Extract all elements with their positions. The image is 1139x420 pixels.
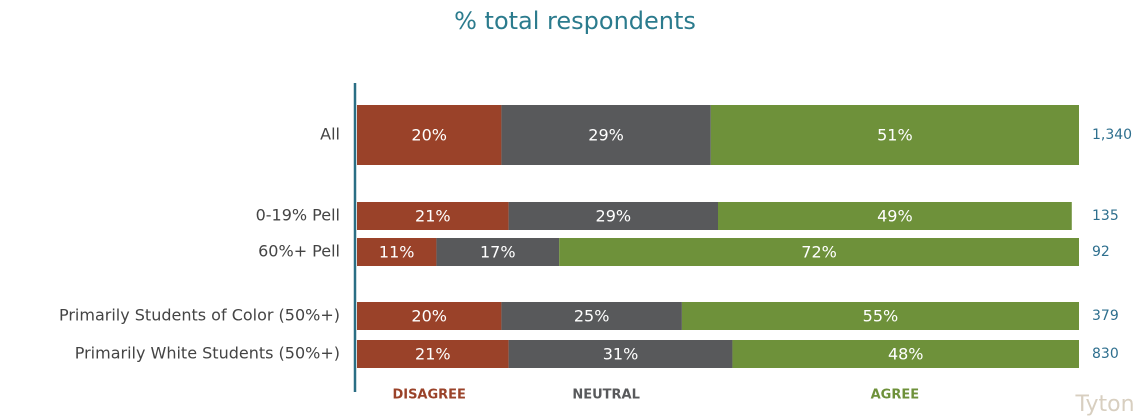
bar-segment (501, 302, 682, 330)
bar-segment (559, 238, 1079, 266)
count-label: 830 (1092, 346, 1119, 362)
legend-label: NEUTRAL (572, 388, 640, 403)
bar-segment (508, 202, 718, 230)
value-label: 25% (574, 307, 610, 326)
count-label: 379 (1092, 308, 1119, 324)
bar-segment (357, 340, 509, 368)
value-label: 72% (801, 243, 837, 262)
bar-segment (357, 105, 502, 165)
legend-label: AGREE (871, 388, 920, 403)
value-label: 31% (603, 345, 639, 364)
category-label: 0-19% Pell (256, 206, 340, 225)
bar-segment (357, 202, 509, 230)
bar-segment (732, 340, 1079, 368)
bar-segment (357, 302, 502, 330)
value-label: 48% (888, 345, 924, 364)
count-label: 1,340 (1092, 127, 1132, 143)
logo: Tyton (1074, 392, 1134, 417)
value-label: 51% (877, 126, 913, 145)
value-label: 21% (415, 207, 451, 226)
chart-title: % total respondents (454, 7, 696, 35)
bar-segment (508, 340, 733, 368)
value-label: 20% (411, 307, 447, 326)
category-label: Primarily Students of Color (50%+) (59, 306, 340, 325)
value-label: 11% (379, 243, 415, 262)
category-label: All (320, 125, 340, 144)
category-label: 60%+ Pell (258, 242, 340, 261)
value-label: 17% (480, 243, 516, 262)
value-label: 21% (415, 345, 451, 364)
bar-segment (436, 238, 560, 266)
category-label: Primarily White Students (50%+) (75, 344, 340, 363)
value-label: 29% (596, 207, 632, 226)
bar-segment (681, 302, 1079, 330)
bar-segment (501, 105, 711, 165)
bar-segment (710, 105, 1079, 165)
legend-label: DISAGREE (392, 388, 466, 403)
value-label: 49% (877, 207, 913, 226)
count-label: 92 (1092, 244, 1110, 260)
bar-segment (718, 202, 1072, 230)
value-label: 20% (411, 126, 447, 145)
count-label: 135 (1092, 208, 1119, 224)
value-label: 29% (588, 126, 624, 145)
value-label: 55% (863, 307, 899, 326)
bar-segment (357, 238, 437, 266)
